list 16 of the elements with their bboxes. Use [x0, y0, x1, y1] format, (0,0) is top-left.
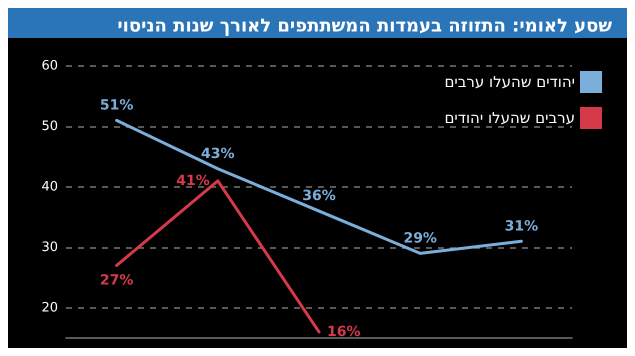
- data-label: 29%: [403, 230, 437, 246]
- data-label: 41%: [176, 172, 210, 189]
- y-tick-label: 20: [41, 300, 58, 316]
- y-tick-label: 60: [41, 58, 58, 74]
- chart-title: שסע לאומי: התזוזה בעמדות המשתתפים לאורך שנות הניסוי: [117, 16, 612, 36]
- legend-label: יהודים שהעלו ערבים: [444, 73, 575, 91]
- data-label: 27%: [100, 272, 134, 288]
- data-label: 31%: [504, 218, 538, 234]
- data-label: 43%: [201, 146, 235, 162]
- legend-label: ערבים שהעלו יהודים: [444, 109, 575, 127]
- data-label: 36%: [302, 188, 336, 204]
- y-tick-label: 50: [41, 118, 58, 134]
- y-tick-label: 40: [41, 179, 58, 194]
- data-label: 16%: [327, 324, 361, 340]
- y-tick-label: 30: [41, 240, 58, 255]
- data-label: 51%: [100, 97, 134, 114]
